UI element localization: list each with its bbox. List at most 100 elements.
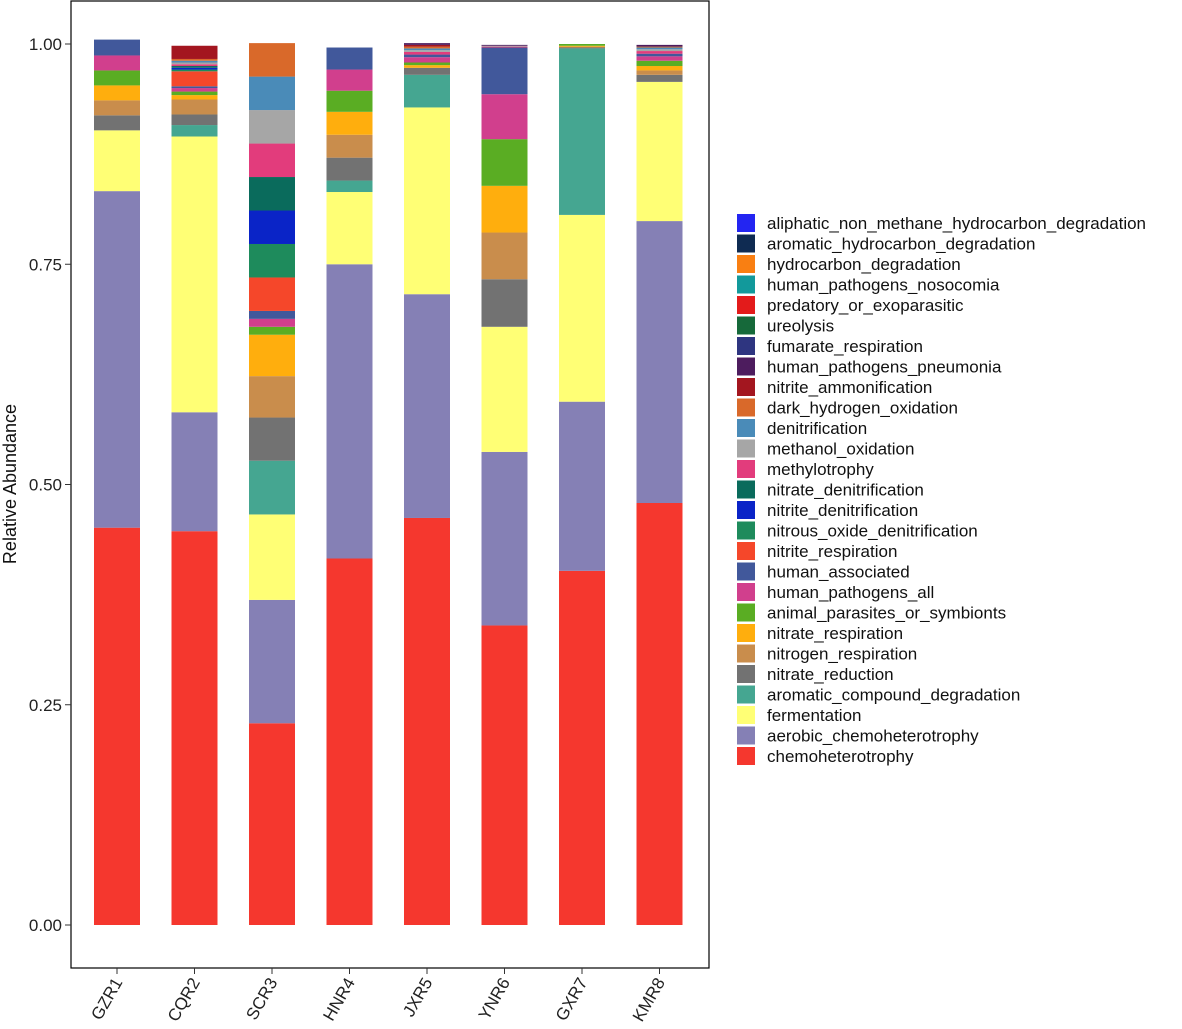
bar-segment-fermentation: [171, 136, 218, 413]
bar-segment-denitrification: [249, 76, 295, 111]
bar-segment-nitrite_denitrification: [171, 67, 218, 70]
bar-segment-nitrogen_respiration: [636, 70, 683, 75]
bar-segment-fermentation: [326, 192, 373, 265]
legend-label: nitrate_respiration: [767, 624, 903, 643]
legend-item: nitrous_oxide_denitrification: [737, 521, 978, 541]
legend-label: aromatic_hydrocarbon_degradation: [767, 235, 1035, 254]
bar-segment-denitrification: [171, 60, 218, 63]
legend-swatch: [737, 419, 755, 437]
y-tick-label: 0.00: [29, 916, 62, 935]
bar-segment-aromatic_compound_degradation: [249, 460, 295, 515]
legend-swatch: [737, 378, 755, 396]
bar-segment-methanol_oxidation: [481, 45, 528, 47]
bar-segment-aerobic_chemoheterotrophy: [404, 294, 450, 518]
legend-label: human_pathogens_all: [767, 583, 934, 602]
bar-segment-chemoheterotrophy: [94, 527, 140, 925]
bar-segment-nitrate_respiration: [94, 85, 140, 101]
bar-segment-nitrate_reduction: [559, 47, 605, 49]
x-axis: GZR1 CQR2 SCR3 HNR4 JXR5 YNR6 GXR7 KMR8: [87, 968, 669, 1025]
legend-item: methylotrophy: [737, 460, 874, 479]
bar-segment-nitrogen_respiration: [559, 46, 605, 48]
bar-segment-fermentation: [636, 81, 683, 222]
legend-label: nitrite_respiration: [767, 542, 897, 561]
legend-item: fermentation: [737, 706, 862, 725]
bar-segment-methylotrophy: [481, 46, 528, 48]
bar-stack-GXR7: [559, 44, 605, 925]
bar-segment-nitrate_reduction: [636, 74, 683, 82]
legend-item: nitrite_respiration: [737, 542, 897, 561]
x-tick-label: GZR1: [87, 975, 126, 1024]
bar-segment-nitrite_respiration: [249, 277, 295, 311]
bar-segment-denitrification: [404, 48, 450, 51]
legend-item: denitrification: [737, 419, 867, 438]
bar-segment-human_pathogens_pneumonia: [636, 44, 683, 47]
bar-segment-chemoheterotrophy: [404, 517, 450, 925]
legend-swatch: [737, 603, 755, 622]
y-tick-label: 0.50: [29, 476, 62, 495]
bar-segment-human_pathogens_all: [404, 57, 450, 63]
legend-label: nitrogen_respiration: [767, 645, 917, 664]
bar-segment-fermentation: [249, 514, 295, 600]
bar-segment-nitrate_respiration: [171, 95, 218, 100]
bar-segment-aerobic_chemoheterotrophy: [94, 191, 140, 528]
y-tick-label: 0.25: [29, 696, 62, 715]
legend-item: human_pathogens_pneumonia: [737, 357, 1002, 377]
bar-segment-human_pathogens_pneumonia: [481, 44, 528, 46]
bar-segment-human_pathogens_all: [326, 69, 373, 91]
legend-item: methanol_oxidation: [737, 439, 914, 459]
legend-swatch: [737, 501, 755, 519]
bar-segment-aromatic_compound_degradation: [559, 48, 605, 215]
legend-label: aliphatic_non_methane_hydrocarbon_degrad…: [767, 214, 1146, 233]
bar-segment-nitrate_reduction: [249, 417, 295, 461]
legend-swatch: [737, 296, 755, 314]
legend-item: fumarate_respiration: [737, 337, 923, 356]
legend-swatch: [737, 337, 755, 355]
legend-swatch: [737, 747, 755, 765]
bar-segment-methanol_oxidation: [636, 49, 683, 52]
legend-item: chemoheterotrophy: [737, 747, 914, 766]
y-tick-label: 1.00: [29, 35, 62, 54]
bar-segment-nitrate_reduction: [326, 157, 373, 181]
bar-segment-nitrous_oxide_denitrification: [249, 243, 295, 278]
legend-swatch: [737, 316, 755, 335]
bar-segment-chemoheterotrophy: [481, 625, 528, 925]
x-tick-label: SCR3: [242, 975, 281, 1024]
bar-segment-nitrate_reduction: [94, 115, 140, 131]
legend-label: dark_hydrogen_oxidation: [767, 399, 958, 418]
bar-segment-human_associated: [249, 310, 295, 319]
x-tick-label: KMR8: [629, 975, 669, 1025]
bar-segment-human_associated: [404, 54, 450, 58]
bar-segment-methanol_oxidation: [404, 50, 450, 52]
bar-segment-nitrite_denitrification: [249, 210, 295, 244]
y-axis-title: Relative Abundance: [0, 404, 20, 564]
bar-stack-JXR5: [404, 43, 450, 925]
bar-segment-dark_hydrogen_oxidation: [171, 58, 218, 61]
bar-segment-nitrate_respiration: [326, 111, 373, 135]
legend-item: hydrocarbon_degradation: [737, 255, 961, 274]
legend-swatch: [737, 357, 755, 376]
legend-swatch: [737, 480, 755, 499]
bar-segment-nitrogen_respiration: [326, 134, 373, 158]
x-tick-label: CQR2: [164, 975, 204, 1025]
bar-segment-animal_parasites_or_symbionts: [249, 326, 295, 335]
bar-segment-nitrate_reduction: [404, 67, 450, 75]
legend-label: denitrification: [767, 419, 867, 438]
bar-segment-denitrification: [636, 47, 683, 50]
legend-swatch: [737, 542, 755, 560]
legend-label: human_pathogens_pneumonia: [767, 358, 1002, 377]
bar-stack-HNR4: [326, 47, 373, 925]
bar-segment-human_pathogens_all: [636, 56, 683, 61]
legend-swatch: [737, 665, 755, 683]
bar-segment-nitrogen_respiration: [171, 99, 218, 115]
legend-label: nitrate_denitrification: [767, 481, 924, 500]
x-tick-label: GXR7: [552, 975, 592, 1025]
bar-segment-nitrate_respiration: [481, 185, 528, 233]
legend-label: ureolysis: [767, 317, 834, 336]
bar-segment-aerobic_chemoheterotrophy: [326, 264, 373, 559]
x-tick-label: JXR5: [399, 975, 436, 1021]
bar-segment-dark_hydrogen_oxidation: [404, 46, 450, 49]
legend-label: nitrous_oxide_denitrification: [767, 522, 978, 541]
bar-segment-aromatic_compound_degradation: [404, 74, 450, 108]
legend-item: nitrite_ammonification: [737, 378, 932, 397]
